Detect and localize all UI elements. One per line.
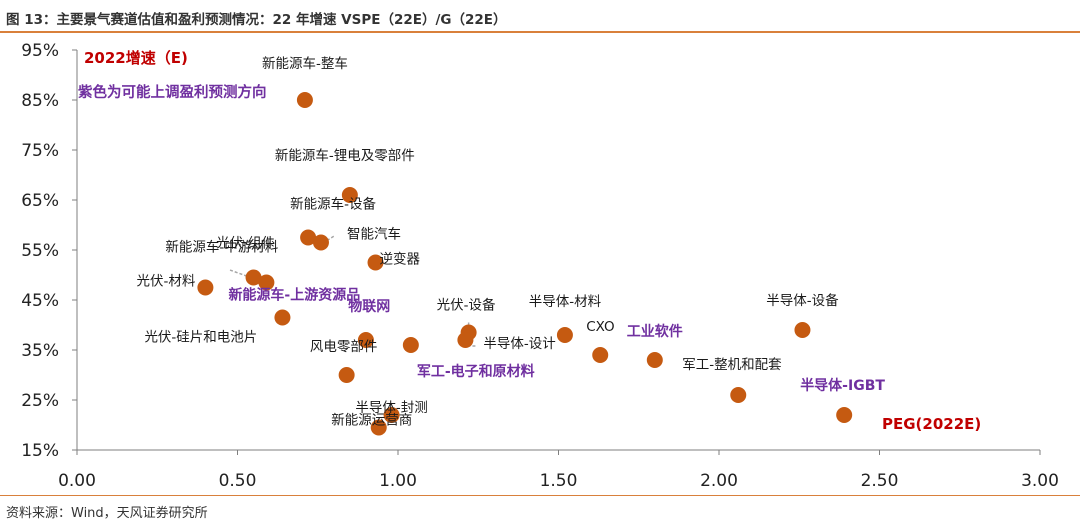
data-point [383, 407, 400, 423]
y-tick-label: 65% [21, 191, 59, 211]
y-tick-label: 45% [21, 291, 59, 311]
data-point [794, 322, 811, 338]
header-divider [0, 31, 1080, 33]
data-point [296, 92, 313, 108]
point-label: 光伏-组件 [216, 236, 275, 252]
y-tick-label: 95% [21, 41, 59, 61]
point-label: 风电零部件 [310, 339, 378, 355]
footer-divider [0, 495, 1080, 496]
data-point [245, 269, 262, 286]
x-tick-label: 2.00 [700, 471, 738, 491]
data-point [402, 337, 419, 353]
data-point [338, 367, 355, 383]
figure-title: 图 13：主要景气赛道估值和盈利预测情况：22 年增速 VSPE（22E）/G（… [6, 12, 507, 28]
data-points [197, 92, 853, 436]
point-label: 光伏-硅片和电池片 [144, 330, 257, 346]
y-tick-label: 25% [21, 391, 59, 411]
figure-header: 图 13：主要景气赛道估值和盈利预测情况：22 年增速 VSPE（22E）/G（… [0, 0, 1080, 33]
point-label: 新能源车-锂电及零部件 [275, 147, 415, 164]
y-tick-label: 35% [21, 341, 59, 361]
data-point [370, 419, 387, 436]
point-label: 军工-整机和配套 [682, 357, 782, 373]
point-label: 半导体-设备 [766, 292, 839, 309]
data-point [730, 387, 747, 403]
point-label: 新能源车-中游材料 [165, 239, 278, 256]
point-label: 新能源运营商 [331, 413, 412, 429]
y-tick-label: 15% [21, 441, 59, 461]
source-note: 资料来源：Wind，天风证券研究所 [6, 506, 208, 521]
point-label: 半导体-封测 [355, 400, 427, 416]
x-tick-label: 2.50 [861, 471, 899, 491]
chart-note: 紫色为可能上调盈利预测方向 [78, 83, 267, 101]
data-point [312, 234, 329, 251]
point-label: 新能源车-整车 [262, 55, 348, 72]
x-tick-label: 0.00 [58, 471, 96, 491]
data-point [367, 254, 384, 271]
x-tick-label: 0.50 [219, 471, 257, 491]
scatter-chart: 95% 85% 75% 65% 55% 45% 35% 25% 15% 0.00 0.50 1.00 1… [21, 41, 1059, 491]
x-tick-label: 3.00 [1021, 471, 1059, 491]
data-point [836, 407, 853, 423]
point-label: 新能源车-设备 [290, 196, 376, 213]
x-tick-label: 1.00 [379, 471, 417, 491]
data-point [592, 347, 609, 363]
y-tick-label: 55% [21, 241, 59, 261]
point-label: 工业软件 [627, 323, 683, 340]
point-label: 物联网 [348, 298, 390, 315]
point-label: 新能源车-上游资源品 [228, 287, 360, 304]
y-tick-label: 75% [21, 141, 59, 161]
data-point [341, 187, 358, 203]
point-label: 逆变器 [380, 252, 421, 268]
tick-labels: 95% 85% 75% 65% 55% 45% 35% 25% 15% 0.00 0.50 1.00 1… [21, 41, 1059, 491]
point-label: 光伏-材料 [137, 274, 196, 290]
point-labels: 新能源车-整车新能源车-锂电及零部件新能源车-设备智能汽车光伏-组件新能源车-中… [137, 55, 886, 429]
data-point [357, 332, 374, 348]
data-point [646, 352, 663, 368]
y-axis-label: 2022增速（E) [84, 49, 188, 67]
data-point [457, 332, 474, 348]
x-axis-label: PEG(2022E) [882, 415, 981, 433]
point-label: 军工-电子和原材料 [417, 363, 535, 380]
point-label: 半导体-设计 [483, 336, 555, 352]
point-label: CXO [586, 319, 614, 335]
point-label: 智能汽车 [347, 226, 401, 243]
data-point [258, 274, 275, 291]
point-label: 半导体-材料 [529, 294, 602, 310]
data-point [556, 327, 573, 343]
y-tick-label: 85% [21, 91, 59, 111]
data-point [197, 279, 214, 296]
point-label: 光伏-设备 [437, 297, 496, 314]
x-tick-label: 1.50 [540, 471, 578, 491]
data-point [300, 229, 317, 246]
data-point [274, 309, 291, 326]
point-label: 半导体-IGBT [800, 377, 885, 394]
